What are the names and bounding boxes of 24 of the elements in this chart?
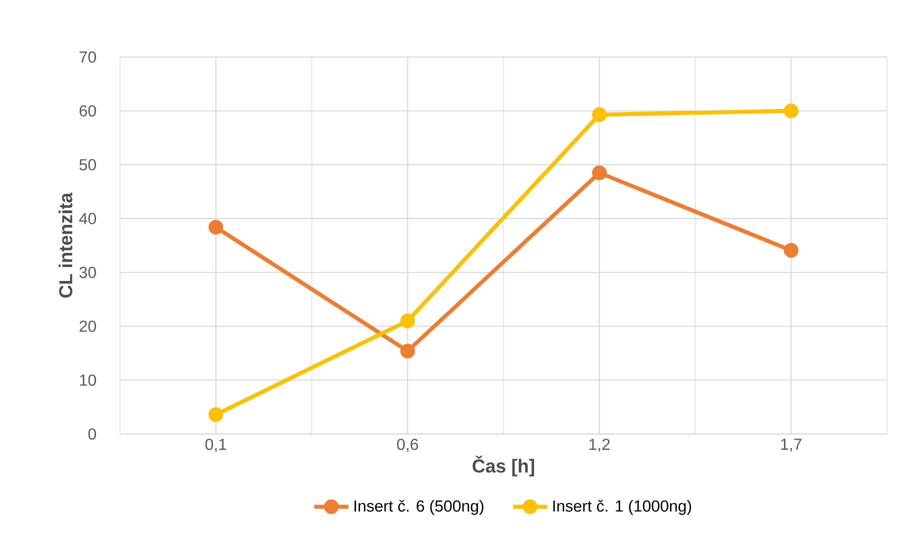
y-tick-label: 50: [79, 159, 96, 170]
point: [400, 344, 415, 358]
point: [784, 104, 798, 118]
point: [208, 407, 224, 422]
y-tick-label: 10: [80, 374, 96, 386]
point: [592, 107, 607, 122]
x-tick-label: 1,7: [781, 438, 802, 452]
point: [592, 165, 607, 180]
y-tick-label: 30: [79, 266, 96, 278]
y-tick-label: 70: [80, 51, 96, 63]
point: [784, 243, 798, 258]
y-tick-label: 60: [80, 105, 96, 117]
y-axis-title: CL intenzita: [58, 192, 72, 298]
x-tick-label: 0,1: [205, 438, 226, 452]
point: [208, 220, 224, 235]
legend-label: Insert č. 1 (1000ng): [553, 500, 692, 515]
legend-label: Insert č. 6 (500ng): [354, 500, 484, 515]
x-axis-title: Čas [h]: [472, 456, 534, 476]
y-tick-label: 0: [88, 428, 96, 440]
y-tick-label: 40: [79, 212, 96, 224]
x-tick-label: 1,2: [589, 438, 610, 452]
y-tick-label: 20: [80, 320, 96, 332]
point: [400, 314, 415, 328]
x-tick-label: 0,6: [397, 438, 418, 452]
